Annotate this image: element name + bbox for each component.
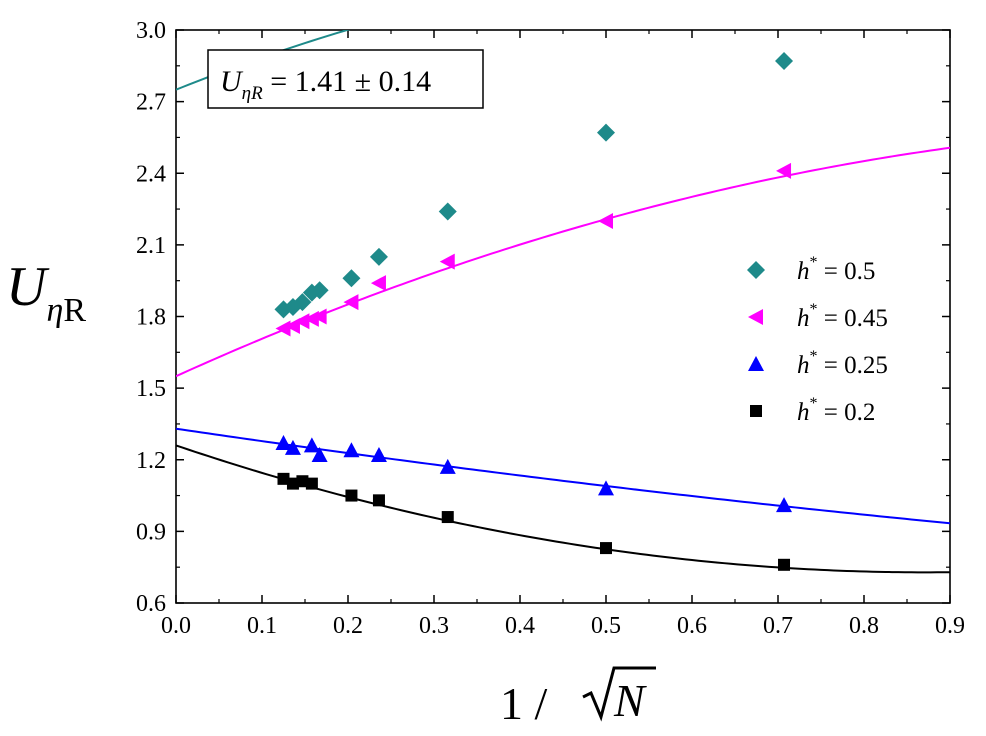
x-axis-title-prefix: 1 / [500, 678, 548, 729]
x-tick-label: 0.7 [763, 613, 793, 639]
legend-marker [750, 405, 762, 417]
data-point [296, 475, 309, 488]
legend-marker [747, 261, 765, 279]
x-tick-label: 0.6 [677, 613, 707, 639]
x-axis-title-variable: N [613, 675, 647, 726]
fit-curve [176, 427, 950, 525]
data-point [284, 439, 301, 455]
data-point [776, 497, 793, 513]
data-point [343, 442, 360, 458]
data-point [303, 437, 320, 453]
y-tick-label: 2.7 [136, 90, 166, 116]
data-point [345, 489, 358, 502]
data-point [598, 480, 614, 496]
x-tick-label: 0.8 [849, 613, 879, 639]
data-point [311, 308, 327, 325]
data-point [778, 558, 791, 571]
x-tick-label: 0.2 [333, 613, 363, 639]
legend-marker [748, 309, 763, 325]
data-point [438, 202, 457, 221]
data-point [342, 269, 361, 288]
data-point [286, 477, 299, 490]
y-tick-label: 2.1 [136, 233, 166, 259]
data-point [294, 313, 310, 330]
legend-label: h* = 0.45 [797, 301, 888, 332]
annotation-frame [207, 49, 484, 109]
data-point [598, 213, 613, 229]
x-tick-label: 0.5 [591, 613, 621, 639]
sqrt-symbol [582, 666, 656, 722]
data-point [776, 162, 792, 179]
fit-curve [176, 444, 950, 574]
data-point [439, 458, 456, 474]
y-tick-label: 2.4 [136, 161, 166, 187]
data-point [775, 52, 794, 71]
data-point [310, 281, 329, 300]
data-point [369, 247, 388, 266]
data-point [439, 253, 455, 270]
x-tick-label: 0.1 [247, 613, 277, 639]
data-point [370, 446, 387, 462]
y-tick-label: 3.0 [136, 18, 166, 44]
data-point [275, 435, 292, 451]
x-tick-label: 0.3 [419, 613, 449, 639]
data-point [343, 294, 359, 311]
legend: h* = 0.5 h* = 0.45 h* = 0.25 h* = 0.2 [747, 254, 888, 426]
y-tick-label: 1.2 [136, 448, 166, 474]
y-tick-label: 1.8 [136, 305, 166, 331]
legend-label: h* = 0.5 [797, 254, 875, 285]
legend-label: h* = 0.25 [797, 348, 888, 379]
annotation-text: UηR = 1.41 ± 0.14 [220, 65, 431, 104]
data-point [600, 542, 612, 555]
x-tick-label: 0.4 [505, 613, 535, 639]
y-tick-label: 0.9 [136, 519, 166, 545]
data-point [441, 511, 454, 524]
data-point [597, 123, 615, 142]
data-point [277, 472, 290, 485]
data-point [372, 494, 385, 507]
x-tick-label: 0.9 [935, 613, 965, 639]
x-axis-title: 1 / N [500, 666, 656, 729]
y-axis-title: UηR [6, 256, 86, 329]
annotation-box: UηR = 1.41 ± 0.14 [207, 49, 484, 109]
legend-marker [748, 356, 764, 371]
data-point [293, 293, 312, 312]
legend-label: h* = 0.2 [797, 395, 875, 426]
data-point [305, 477, 318, 490]
plot-area: 0.0 0.1 0.2 0.3 0.4 0.5 0.6 0.7 0.8 0.9 0.6 0.9 1.2 1… [136, 18, 965, 639]
y-tick-label: 0.6 [136, 591, 166, 617]
x-tick-label: 0.0 [161, 613, 191, 639]
data-point [275, 320, 291, 337]
fit-curve [176, 30, 351, 91]
data-point [311, 446, 328, 462]
data-point [370, 275, 386, 292]
y-tick-label: 1.5 [136, 376, 166, 402]
